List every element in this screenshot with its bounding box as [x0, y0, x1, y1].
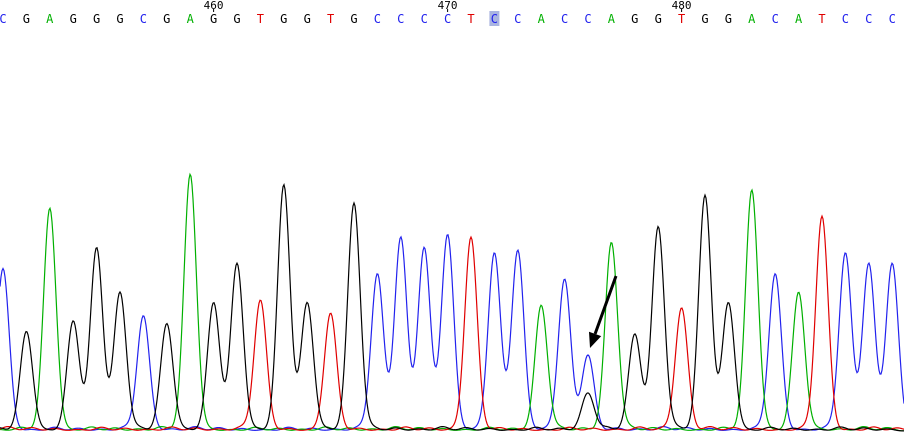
base-call-letter: T	[678, 12, 685, 26]
base-call-letter: T	[327, 12, 334, 26]
base-call-letter: G	[23, 12, 30, 26]
base-call-letter: T	[818, 12, 825, 26]
highlighted-base-box	[489, 11, 500, 26]
base-call-letter: A	[46, 12, 54, 26]
trace-G-channel	[0, 182, 904, 432]
base-call-letter: G	[280, 12, 287, 26]
base-call-letter: A	[748, 12, 756, 26]
base-call-letter: T	[257, 12, 264, 26]
base-call-letter: G	[725, 12, 732, 26]
base-call-letter: G	[210, 12, 217, 26]
base-call-letter: G	[93, 12, 100, 26]
base-call-letter: G	[655, 12, 662, 26]
base-call-letter: G	[163, 12, 170, 26]
base-call-letter: G	[701, 12, 708, 26]
base-call-letter: T	[467, 12, 474, 26]
base-call-letter: C	[561, 12, 568, 26]
position-tick-label: 480	[672, 0, 692, 12]
base-call-letter: C	[397, 12, 404, 26]
base-call-letter: C	[444, 12, 451, 26]
base-call-letter: A	[608, 12, 616, 26]
base-call-letter: G	[233, 12, 240, 26]
base-call-letter: C	[584, 12, 591, 26]
base-call-letter: C	[889, 12, 896, 26]
position-tick-label: 460	[204, 0, 224, 12]
base-call-letter: C	[140, 12, 147, 26]
position-ticks: 460 470 480	[204, 0, 692, 12]
base-call-letter: A	[538, 12, 546, 26]
base-call-letter: G	[631, 12, 638, 26]
base-call-letter: G	[70, 12, 77, 26]
base-call-letter: G	[350, 12, 357, 26]
base-call-letter: C	[772, 12, 779, 26]
trace-C-channel	[0, 233, 904, 431]
annotation-arrow-head	[588, 331, 602, 349]
base-call-letter: C	[0, 12, 7, 26]
base-call-letter: C	[865, 12, 872, 26]
base-call-letter: G	[116, 12, 123, 26]
trace-lines	[0, 172, 904, 432]
trace-T-channel	[0, 214, 904, 431]
annotation-layer	[588, 275, 618, 349]
base-call-letter: C	[421, 12, 428, 26]
base-call-letter: C	[491, 12, 498, 26]
base-call-letter: A	[187, 12, 195, 26]
annotation-arrow-shaft	[593, 275, 618, 335]
base-call-letter: A	[795, 12, 803, 26]
base-call-letter: C	[514, 12, 521, 26]
trace-A-channel	[0, 172, 904, 432]
base-call-letter: G	[304, 12, 311, 26]
position-tick-label: 470	[438, 0, 458, 12]
base-call-letter: C	[842, 12, 849, 26]
base-call-letter: C	[374, 12, 381, 26]
